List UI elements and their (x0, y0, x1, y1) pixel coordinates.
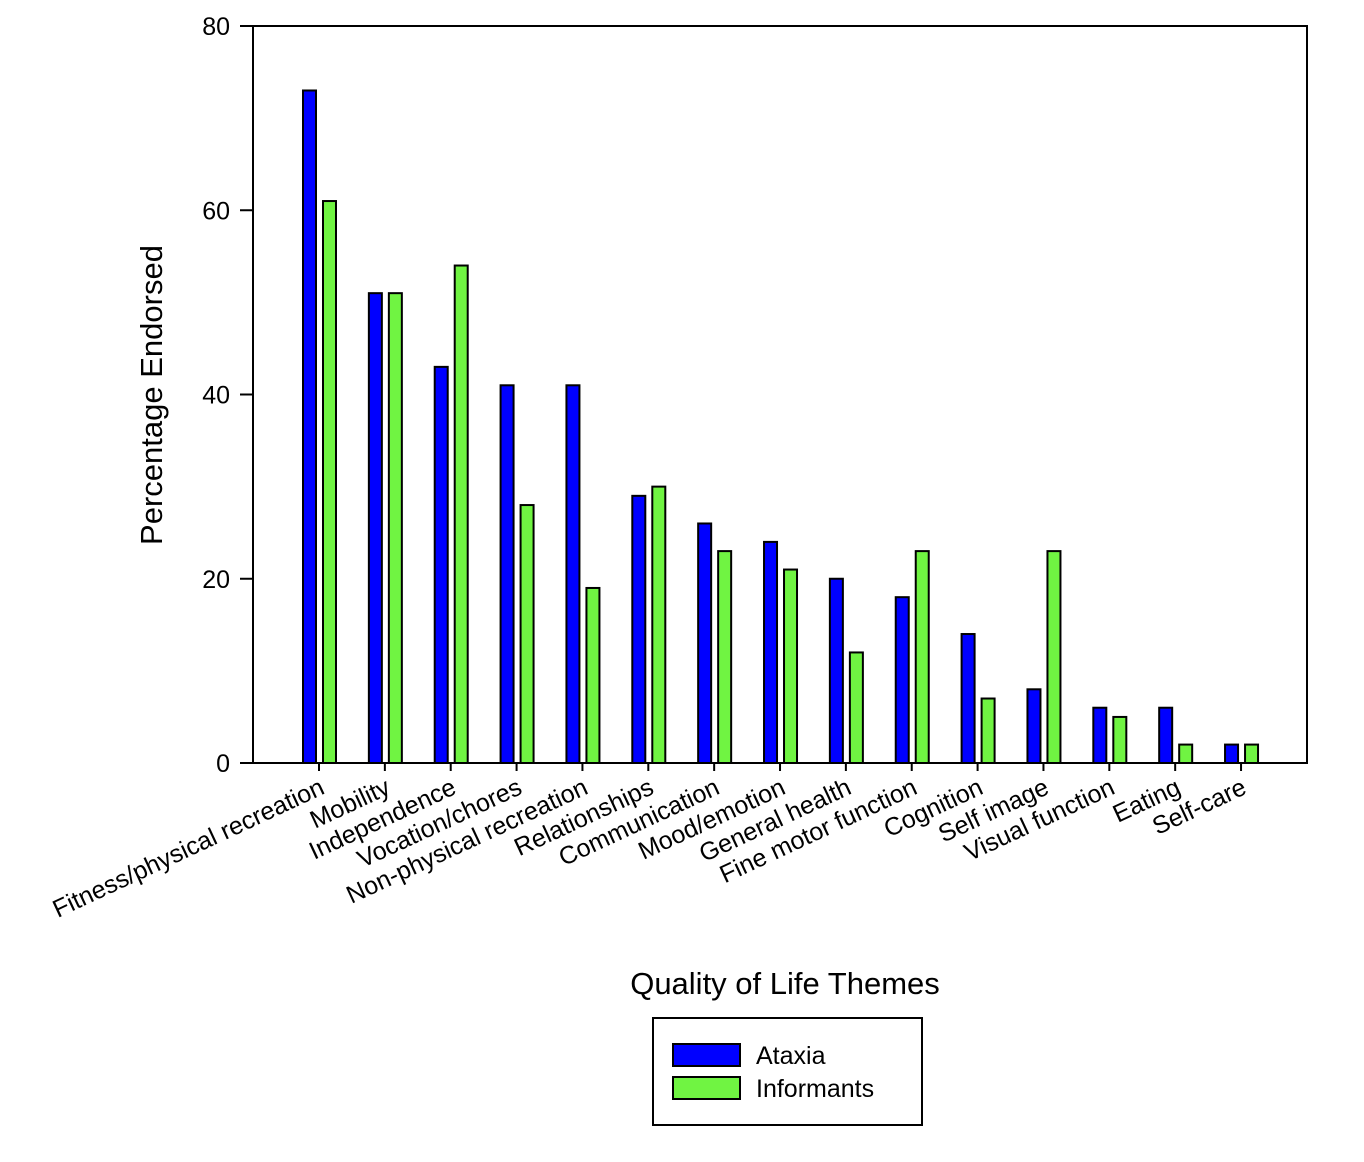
bar-ataxia (894, 596, 910, 764)
bar-ataxia (763, 540, 779, 765)
bar-informants (453, 264, 469, 764)
bar-informants (848, 651, 864, 765)
x-axis-title: Quality of Life Themes (630, 966, 940, 1001)
legend-label-ataxia: Ataxia (756, 1042, 826, 1070)
bar-ataxia (697, 522, 713, 764)
bar-informants (519, 504, 535, 764)
bar-informants (585, 586, 601, 765)
bar-ataxia (1224, 743, 1240, 765)
bar-informants (1046, 550, 1062, 764)
legend-swatch-ataxia (672, 1043, 741, 1067)
legend-label-informants: Informants (756, 1075, 874, 1103)
legend-box (652, 1017, 923, 1126)
bar-informants (914, 550, 930, 764)
bar-informants (322, 200, 337, 765)
x-tick-label: Fitness/physical recreation (48, 773, 328, 923)
bar-informants (651, 485, 667, 764)
y-axis: 0 20 40 60 80 (202, 13, 253, 778)
bar-ataxia (565, 384, 581, 764)
bar-ataxia (499, 384, 515, 764)
bar-informants (1178, 743, 1194, 765)
y-axis-title: Percentage Endorsed (134, 245, 169, 545)
bar-ataxia (631, 494, 647, 764)
bar-ataxia (302, 89, 317, 765)
plot-frame (252, 25, 1308, 764)
y-tick-label: 40 (202, 382, 230, 410)
bar-ataxia (960, 633, 976, 765)
bar-informants (980, 697, 996, 765)
bar-informants (387, 292, 403, 764)
bar-ataxia (367, 292, 383, 764)
y-tick-label: 20 (202, 566, 230, 594)
y-tick-label: 80 (202, 13, 230, 41)
bar-ataxia (1092, 706, 1108, 764)
x-axis: Fitness/physical recreationMobilityIndep… (48, 763, 1251, 924)
legend-swatch-informants (672, 1076, 741, 1100)
y-tick-label: 0 (216, 750, 230, 778)
bars-group (302, 89, 1260, 765)
bar-ataxia (828, 577, 844, 764)
bar-informants (717, 550, 733, 764)
y-tick-label: 60 (202, 197, 230, 225)
legend: Ataxia Informants (652, 1017, 923, 1126)
bar-ataxia (1158, 706, 1174, 764)
bar-ataxia (433, 365, 449, 764)
bar-informants (783, 568, 799, 764)
bar-ataxia (1026, 688, 1042, 764)
bar-informants (1244, 743, 1260, 765)
bar-informants (1112, 715, 1128, 764)
